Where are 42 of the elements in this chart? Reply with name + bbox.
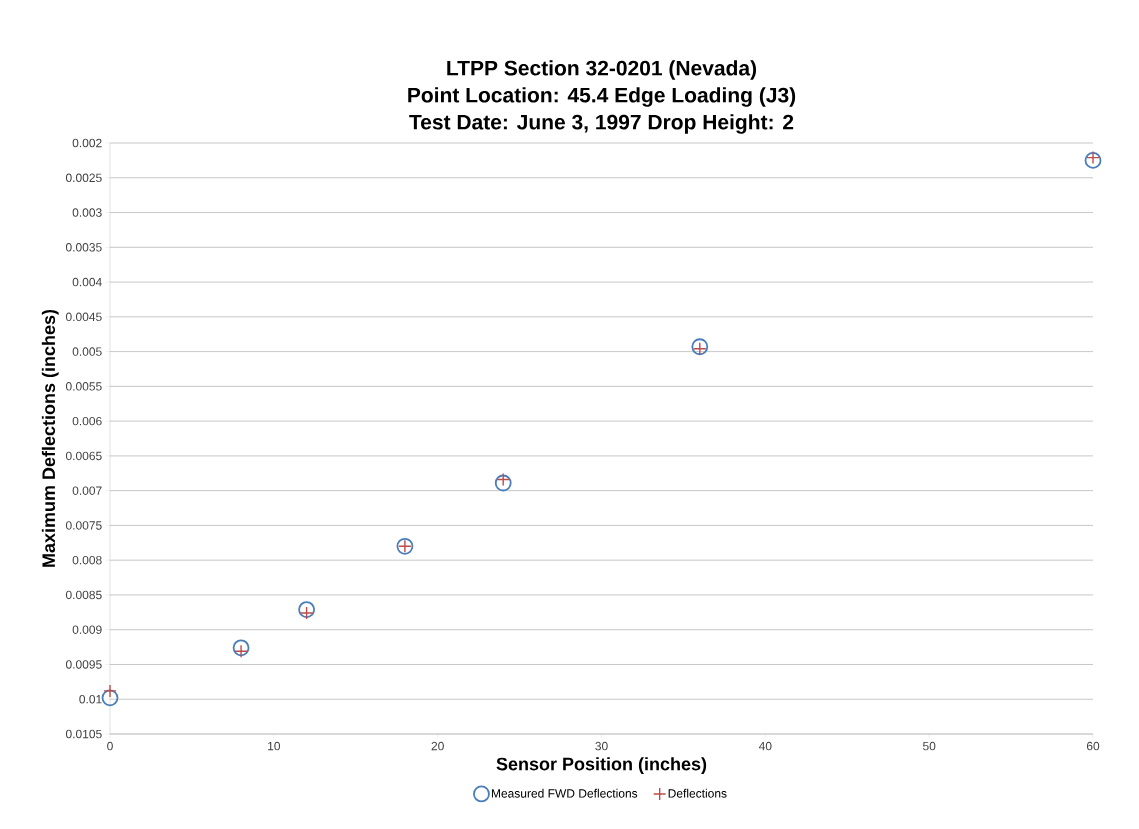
y-tick-label: 0.0095 bbox=[65, 660, 102, 669]
y-tick-label: 0.003 bbox=[72, 208, 102, 217]
legend-label: Deflections bbox=[668, 788, 727, 798]
point bbox=[693, 342, 707, 356]
point bbox=[496, 472, 510, 487]
y-tick-label: 0.0105 bbox=[65, 729, 102, 739]
legend-label: Measured FWD Deflections bbox=[491, 788, 638, 798]
x-tick-label: 40 bbox=[758, 741, 772, 751]
y-tick-label: 0.006 bbox=[72, 416, 102, 426]
y-tick-label: 0.01 bbox=[79, 695, 102, 704]
y-tick-label: 0.0025 bbox=[65, 173, 102, 183]
point bbox=[298, 601, 315, 618]
point bbox=[299, 606, 314, 620]
x-tick-label: 10 bbox=[268, 741, 281, 751]
x-tick-label: 20 bbox=[431, 741, 444, 751]
y-tick-label: 0.0035 bbox=[65, 243, 102, 252]
y-tick-label: 0.005 bbox=[72, 347, 102, 356]
y-tick-label: 0.008 bbox=[72, 555, 102, 565]
y-tick-label: 0.0055 bbox=[65, 382, 102, 391]
y-tick-label: 0.0075 bbox=[65, 521, 102, 530]
y-tick-label: 0.0085 bbox=[65, 590, 102, 600]
x-axis-title: Sensor Position (inches) bbox=[496, 757, 707, 774]
point bbox=[232, 639, 250, 657]
point bbox=[1086, 150, 1100, 165]
point bbox=[691, 338, 709, 356]
x-tick-label: 0 bbox=[107, 741, 113, 751]
point bbox=[494, 474, 512, 492]
y-tick-label: 0.0045 bbox=[65, 312, 102, 322]
y-axis-title: Maximum Deflections (inches) bbox=[41, 309, 59, 567]
y-tick-label: 0.0065 bbox=[65, 451, 102, 461]
chart-title: LTPP Section 32-0201 (Nevada) Point Location: 45.4 Edge Loading (J3) Test Date: June 3, 1997 Drop Height: 2 bbox=[408, 60, 796, 134]
y-tick-label: 0.007 bbox=[72, 486, 102, 495]
point bbox=[1084, 151, 1102, 169]
x-tick-label: 60 bbox=[1086, 741, 1100, 751]
y-tick-label: 0.009 bbox=[72, 625, 102, 634]
y-tick-label: 0.004 bbox=[72, 277, 102, 287]
point bbox=[101, 689, 119, 707]
x-tick-label: 30 bbox=[595, 741, 608, 751]
point bbox=[103, 684, 117, 698]
x-tick-label: 50 bbox=[922, 741, 936, 751]
point bbox=[234, 644, 248, 658]
y-tick-label: 0.002 bbox=[72, 138, 102, 148]
